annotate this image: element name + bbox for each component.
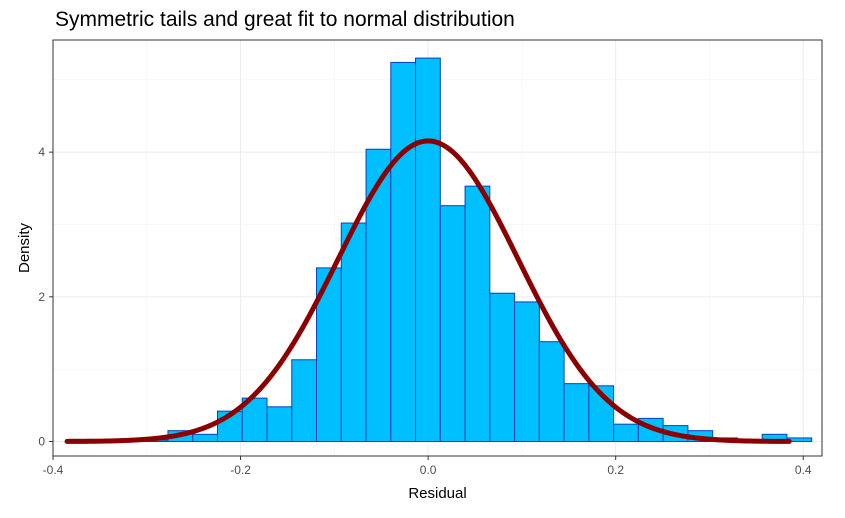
histogram-bar bbox=[192, 433, 218, 443]
histogram-bar bbox=[340, 222, 367, 443]
y-tick-label: 0 bbox=[38, 435, 45, 449]
histogram-bar bbox=[538, 341, 565, 443]
normal-curve-layer bbox=[64, 138, 792, 444]
axes: -0.4 -0.2 0.0 0.2 0.4 0 2 4 bbox=[38, 145, 812, 477]
y-axis-title: Density bbox=[16, 222, 33, 273]
normal-density-curve bbox=[64, 138, 792, 444]
histogram-bar bbox=[291, 359, 318, 443]
histogram-bar bbox=[439, 205, 466, 443]
y-tick-label: 2 bbox=[38, 290, 45, 304]
x-tick-label: 0.4 bbox=[795, 463, 812, 477]
x-tick-label: -0.2 bbox=[230, 463, 251, 477]
x-tick-label: 0.0 bbox=[420, 463, 437, 477]
histogram-bar bbox=[613, 423, 639, 443]
panel-border bbox=[52, 39, 823, 457]
histogram-bars bbox=[68, 57, 813, 443]
x-axis-title: Residual bbox=[408, 485, 466, 502]
histogram-bar bbox=[464, 185, 491, 443]
histogram-bar bbox=[489, 292, 516, 443]
histogram-bar bbox=[390, 61, 417, 443]
chart-title: Symmetric tails and great fit to normal … bbox=[55, 8, 515, 31]
x-tick-label: -0.4 bbox=[43, 463, 64, 477]
x-tick-label: 0.2 bbox=[607, 463, 624, 477]
y-tick-label: 4 bbox=[38, 145, 45, 159]
histogram-bar bbox=[266, 406, 293, 443]
histogram-bar bbox=[415, 57, 441, 443]
histogram-bar bbox=[563, 383, 590, 443]
histogram-bar bbox=[514, 301, 540, 443]
